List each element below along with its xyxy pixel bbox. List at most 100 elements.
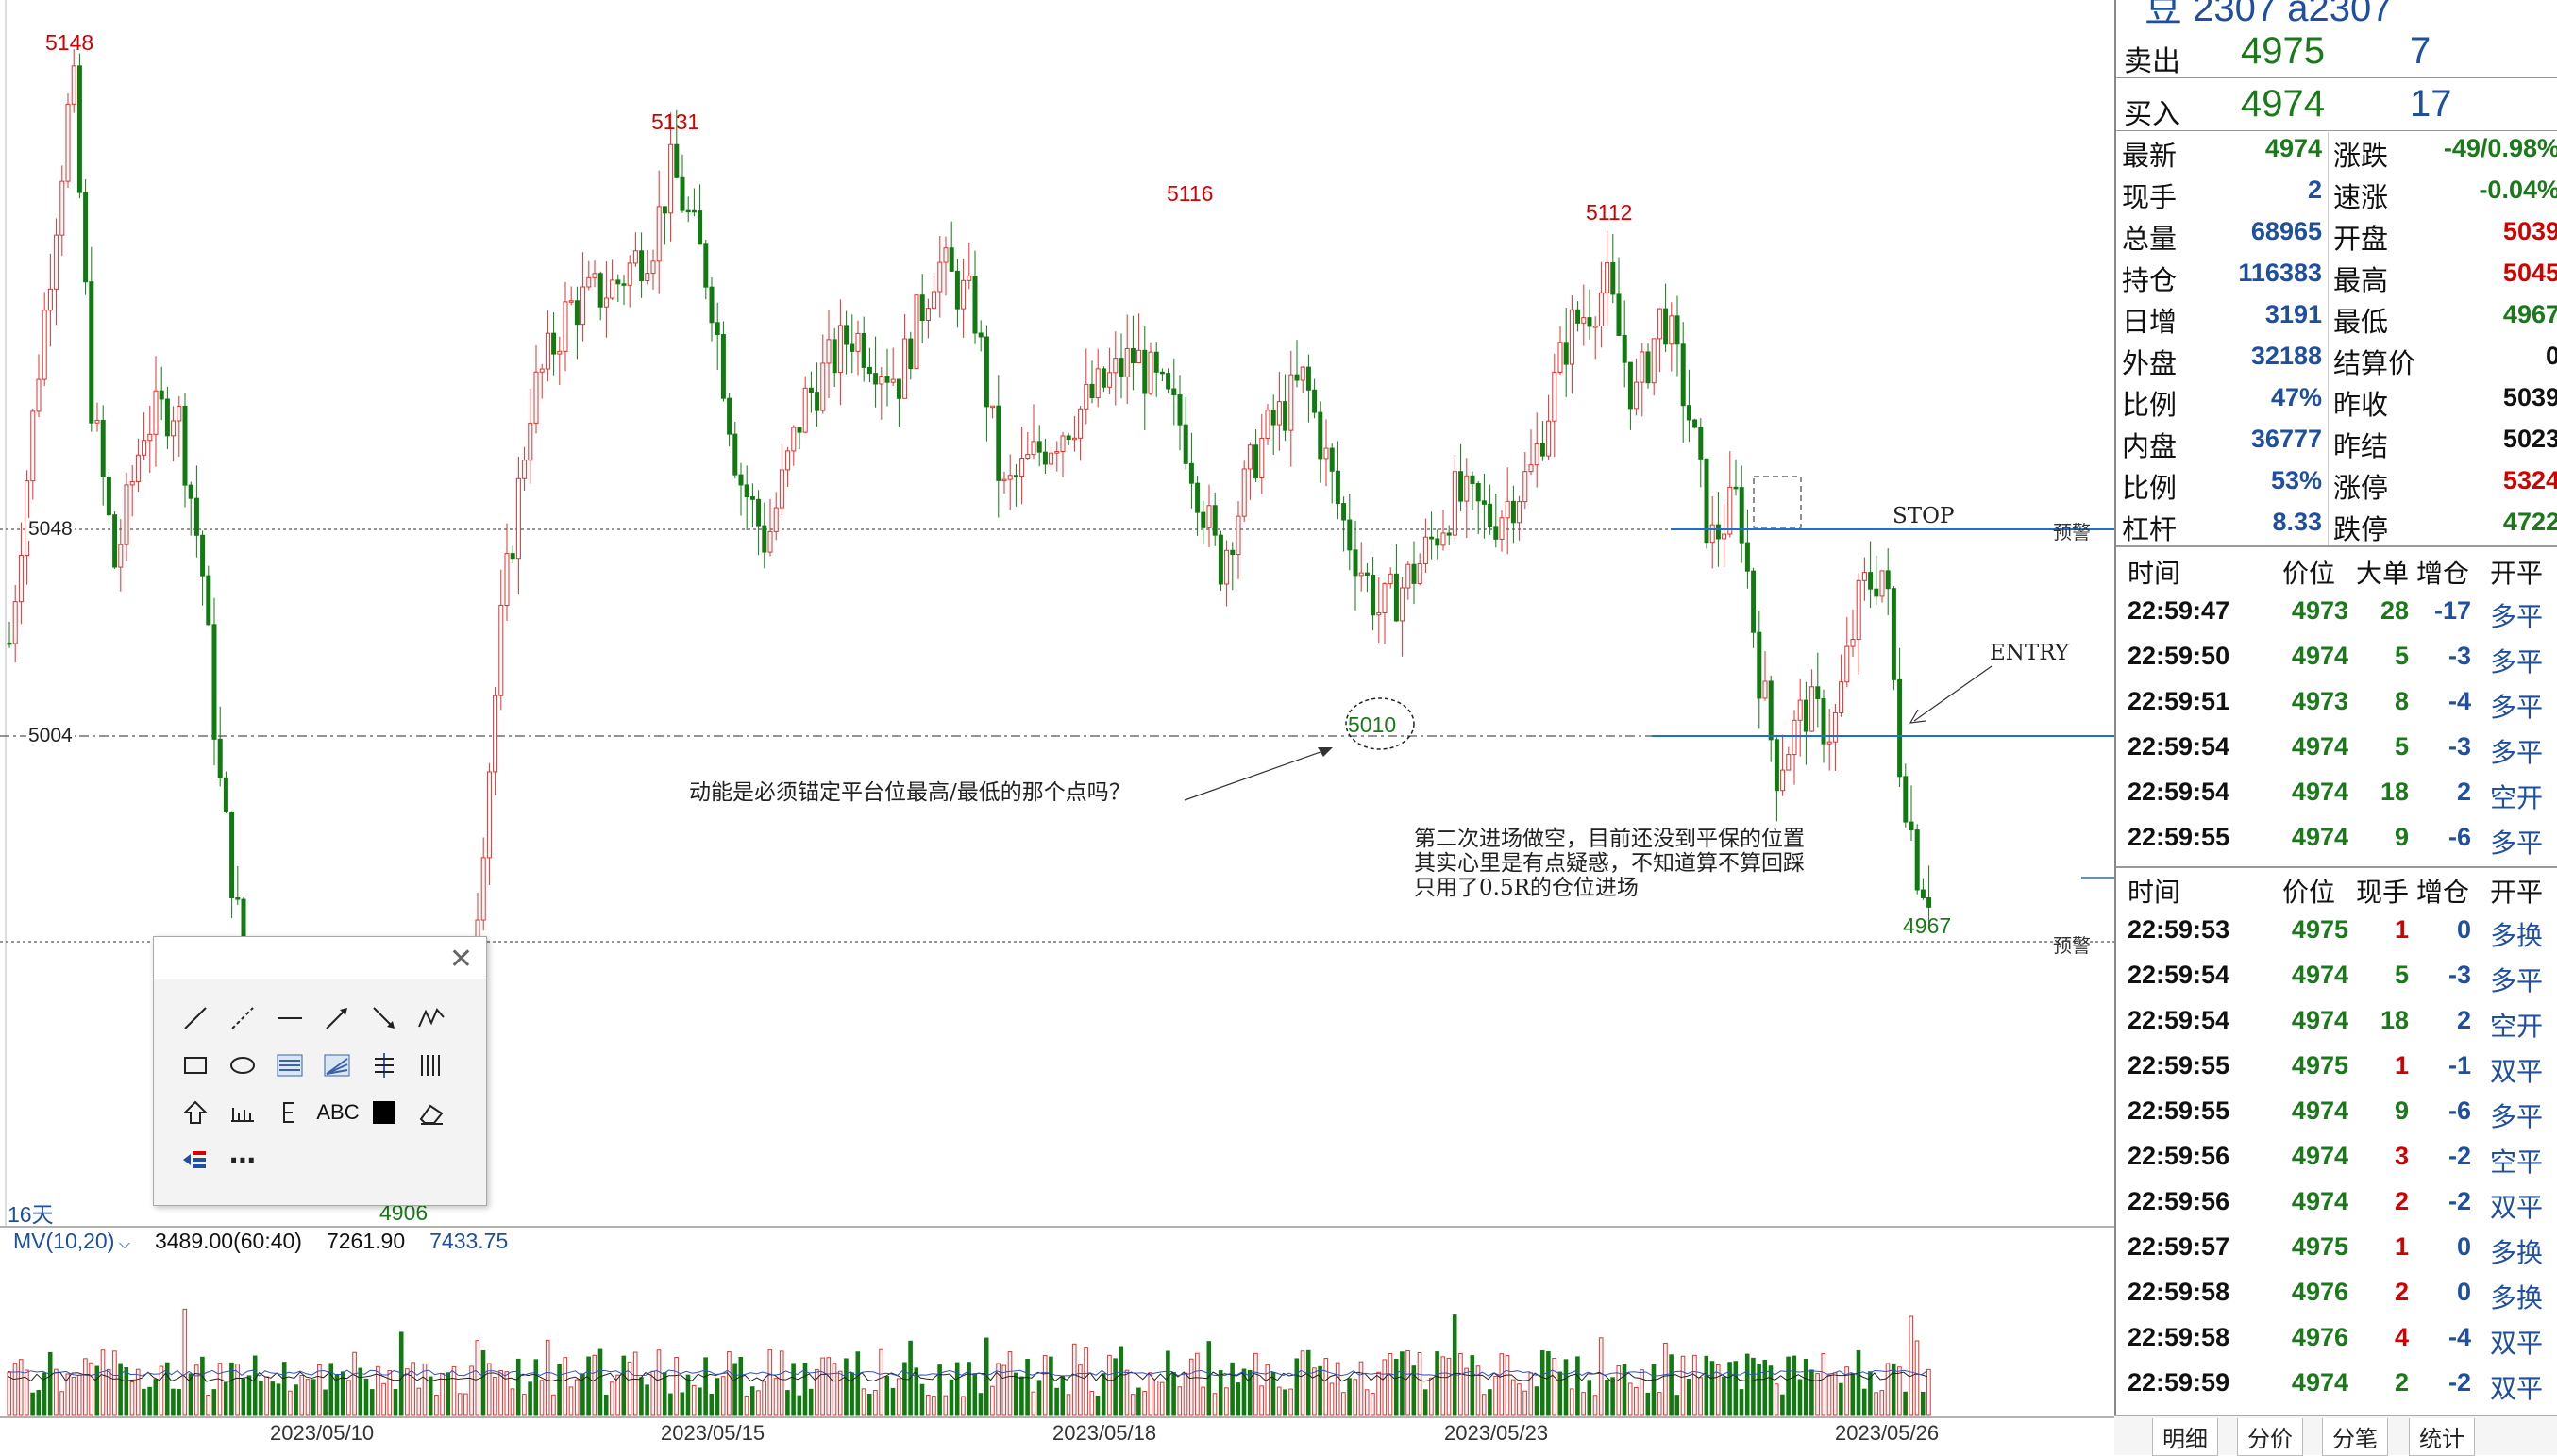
table-row[interactable]: 22:59:55 4974 9 -6 多平 xyxy=(2116,1091,2557,1132)
volume-bar xyxy=(164,1362,170,1416)
volume-bar xyxy=(797,1395,802,1416)
table-row[interactable]: 22:59:56 4974 2 -2 双平 xyxy=(2116,1181,2557,1223)
table-row[interactable]: 22:59:53 4975 1 0 多换 xyxy=(2116,910,2557,951)
volume-bar xyxy=(1610,1377,1615,1416)
candle-body xyxy=(1084,383,1089,410)
candle-body xyxy=(545,332,550,370)
table-row[interactable]: 22:59:55 4975 1 -1 双平 xyxy=(2116,1046,2557,1087)
tab-ticks[interactable]: 分笔 xyxy=(2322,1418,2388,1456)
candle-body xyxy=(1739,487,1744,544)
fibonacci-icon[interactable] xyxy=(271,1046,309,1084)
table-row[interactable]: 22:59:54 4974 18 2 空开 xyxy=(2116,772,2557,813)
candle-body xyxy=(990,405,996,409)
zigzag-icon[interactable] xyxy=(412,999,450,1037)
palette-header[interactable]: ✕ xyxy=(154,937,486,979)
table-row[interactable]: 22:59:50 4974 5 -3 多平 xyxy=(2116,636,2557,678)
text-tool-icon[interactable]: ABC xyxy=(316,1100,360,1124)
table-row[interactable]: 22:59:47 4973 28 -17 多平 xyxy=(2116,591,2557,632)
volume-bar xyxy=(961,1396,966,1416)
candle-body xyxy=(627,262,632,286)
candle-body xyxy=(1452,471,1457,536)
volume-bar xyxy=(463,1393,468,1416)
volume-bar xyxy=(1885,1363,1891,1416)
volume-bar xyxy=(1400,1351,1405,1416)
arrow-down-right-icon[interactable] xyxy=(365,999,403,1037)
price-cell: 4974 xyxy=(2291,1142,2348,1170)
volume-bar xyxy=(1651,1364,1657,1416)
table-row[interactable]: 22:59:58 4976 4 -4 双平 xyxy=(2116,1317,2557,1359)
warning-label-upper[interactable]: 预警 xyxy=(2053,523,2091,544)
line-icon[interactable] xyxy=(177,999,214,1037)
volume-bar xyxy=(30,1392,35,1416)
table-row[interactable]: 22:59:51 4973 8 -4 多平 xyxy=(2116,681,2557,723)
table-row[interactable]: 22:59:54 4974 5 -3 多平 xyxy=(2116,955,2557,996)
table-row[interactable]: 22:59:56 4974 3 -2 空平 xyxy=(2116,1136,2557,1178)
candle-body xyxy=(124,484,129,545)
candle-body xyxy=(1358,572,1364,577)
candle-body xyxy=(1446,532,1452,536)
table-row[interactable]: 22:59:58 4976 2 0 多换 xyxy=(2116,1272,2557,1314)
candle-body xyxy=(1341,503,1347,521)
tab-statistics[interactable]: 统计 xyxy=(2409,1418,2475,1456)
close-icon[interactable]: ✕ xyxy=(448,944,473,975)
color-picker-icon[interactable] xyxy=(365,1094,403,1131)
time-cell: 22:59:56 xyxy=(2128,1187,2230,1215)
candle-body xyxy=(861,332,866,368)
table-row[interactable]: 22:59:57 4975 1 0 多换 xyxy=(2116,1227,2557,1268)
volume-bar xyxy=(1704,1355,1709,1416)
candle-body xyxy=(1493,526,1499,540)
ruler-icon[interactable] xyxy=(224,1094,261,1131)
candle-body xyxy=(188,484,193,499)
eraser-icon[interactable] xyxy=(412,1094,450,1131)
tab-price-distribution[interactable]: 分价 xyxy=(2237,1418,2303,1456)
candle-body xyxy=(100,419,106,477)
entry-label: ENTRY xyxy=(1990,641,2070,665)
more-tools-icon[interactable]: ⋯ xyxy=(229,1145,256,1175)
table-row[interactable]: 22:59:59 4974 2 -2 双平 xyxy=(2116,1363,2557,1404)
candle-body xyxy=(112,514,118,568)
period-label[interactable]: 16天 xyxy=(8,1202,54,1227)
candle-body xyxy=(1475,483,1481,502)
gann-icon[interactable] xyxy=(271,1094,309,1131)
candle-body xyxy=(592,273,597,278)
sell-price[interactable]: 4975 xyxy=(2241,30,2325,72)
table-row[interactable]: 22:59:54 4974 18 2 空开 xyxy=(2116,1000,2557,1042)
type-cell: 空开 xyxy=(2490,783,2544,812)
volume-cell: 18 xyxy=(2380,1006,2409,1034)
type-cell: 多换 xyxy=(2490,1238,2544,1267)
candle-body xyxy=(1411,563,1417,584)
tab-details[interactable]: 明细 xyxy=(2152,1418,2218,1456)
volume-bar xyxy=(451,1365,457,1416)
rectangle-icon[interactable] xyxy=(177,1046,214,1084)
stat-value: 5324 xyxy=(2502,466,2557,494)
volume-cell: 8 xyxy=(2394,687,2409,715)
candle-body xyxy=(1435,538,1440,546)
horizontal-line-icon[interactable] xyxy=(271,999,309,1037)
table-row[interactable]: 22:59:55 4974 9 -6 多平 xyxy=(2116,817,2557,859)
fibonacci-fan-icon[interactable] xyxy=(318,1046,356,1084)
vertical-lines-icon[interactable] xyxy=(412,1046,450,1084)
price-range-icon[interactable] xyxy=(365,1046,403,1084)
candle-body xyxy=(135,454,141,482)
volume-bar xyxy=(1148,1372,1153,1416)
tool-settings-icon[interactable] xyxy=(177,1141,214,1179)
arrow-up-icon[interactable] xyxy=(177,1094,214,1131)
candle-body xyxy=(1651,338,1657,384)
ellipse-icon[interactable] xyxy=(224,1046,261,1084)
drawing-tools-palette[interactable]: ✕ ABC ⋯ xyxy=(153,936,487,1206)
change-cell: -3 xyxy=(2448,961,2471,989)
table-row[interactable]: 22:59:54 4974 5 -3 多平 xyxy=(2116,727,2557,768)
buy-price[interactable]: 4974 xyxy=(2241,83,2325,125)
volume-bar xyxy=(1627,1382,1633,1416)
candle-body xyxy=(1212,505,1218,536)
chart-area[interactable]: 5148 5131 5116 5112 4906 4967 5010 5048 … xyxy=(0,0,2114,1454)
candle-body xyxy=(1844,645,1850,683)
mv-indicator-name[interactable]: MV(10,20) ⌵ xyxy=(13,1229,130,1253)
dashed-line-icon[interactable] xyxy=(224,999,261,1037)
candle-body xyxy=(1914,829,1920,891)
volume-bar xyxy=(1722,1376,1726,1416)
candle-body xyxy=(1751,570,1757,633)
warning-label-lower[interactable]: 预警 xyxy=(2053,936,2091,957)
change-cell: -6 xyxy=(2448,823,2471,851)
arrow-line-icon[interactable] xyxy=(318,999,356,1037)
